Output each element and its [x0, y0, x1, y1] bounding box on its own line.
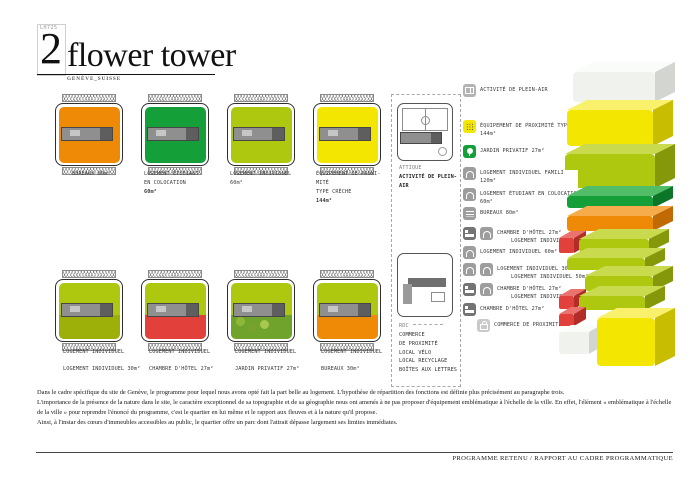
page-number: 2 [40, 24, 62, 73]
slab-logement-familiale [563, 144, 675, 190]
description-paragraph: Dans le cadre spécifique du site de Genè… [37, 389, 672, 427]
house-icon [480, 283, 493, 296]
plan-label: LOGEMENT INDIVIDUEL CHAMBRE D'HÔTEL 27m² [149, 349, 214, 372]
service-core [146, 126, 199, 141]
legend-item-creche: ÉQUIPEMENT DE PROXIMITÉ TYPE CRÈCHE 144m² [463, 120, 593, 139]
floor-plan-creche [313, 94, 381, 175]
legend-item-hotel: CHAMBRE D'HÔTEL 27m² [463, 303, 589, 316]
balcony-hatch [62, 167, 116, 175]
soccer-field [402, 108, 448, 131]
attique-label: ATTIQUE ACTIVITÉ DE PLEIN-AIR [399, 165, 458, 189]
local-box [431, 292, 445, 302]
plan-label: LOGEMENT INDIVIDUEL 60m² [230, 171, 292, 186]
round-table [438, 147, 447, 156]
plan-label: BUREAUX 80m² [72, 171, 111, 177]
bed-icon [463, 303, 476, 316]
floor-plan-bureaux [55, 94, 123, 175]
legend-item-bureaux: BUREAUX 80m² [463, 207, 589, 220]
legend-item-familiale: LOGEMENT INDIVIDUEL FAMILIALE 120m² [463, 167, 589, 186]
balcony-hatch [62, 94, 116, 102]
slab-hotel-logement [559, 286, 665, 310]
page-title: flower tower [67, 37, 236, 74]
balcony-hatch [234, 343, 288, 351]
balcony-hatch [62, 343, 116, 351]
plan-label: LOGEMENT INDIVIDUEL LOGEMENT INDIVIDUEL 3… [63, 349, 141, 372]
service-core [318, 126, 371, 141]
balcony-hatch [148, 167, 202, 175]
shopping-bag-icon [477, 319, 490, 332]
service-core [60, 302, 113, 317]
slab-hotel [559, 307, 586, 326]
plan-label: LOGEMENT INDIVIDUEL JARDIN PRIVATIF 27m² [235, 349, 300, 372]
service-core [400, 132, 442, 144]
slab-rdc-commerce [559, 308, 675, 366]
service-core [232, 302, 285, 317]
floor-plan-bureaux-30 [313, 270, 381, 351]
project-code: LH725 [40, 25, 58, 31]
floor-plan-jardin [227, 270, 295, 351]
footer-caption: PROGRAMME RETENU / RAPPORT AU CADRE PROG… [452, 455, 673, 462]
special-levels-frame: ATTIQUE ACTIVITÉ DE PLEIN-AIR RDC COMMER… [391, 94, 461, 387]
bed-icon [463, 283, 476, 296]
project-location: GENÈVE_SUISSE [67, 76, 122, 82]
slab-colocation [567, 186, 673, 208]
title-number-frame [37, 24, 66, 76]
legend-item-jardin: JARDIN PRIVATIF 27m² [463, 145, 589, 158]
legend-item-colocation: LOGEMENT ÉTUDIANT EN COLOCATION 60m² [463, 188, 589, 207]
service-core [60, 126, 113, 141]
tower-stack-3d [559, 62, 675, 366]
service-core [408, 278, 446, 287]
service-core [232, 126, 285, 141]
house-icon [480, 227, 493, 240]
legend-item-plein-air: ACTIVITÉ DE PLEIN-AIR [463, 84, 589, 97]
floor-plan-colocation [141, 94, 209, 175]
floor-plan-individuel [227, 94, 295, 175]
slab-bureaux [567, 206, 673, 231]
floor-plan-individuel-30 [55, 270, 123, 351]
house-icon [463, 263, 476, 276]
desk-icon [463, 207, 476, 220]
creche-icon [463, 120, 476, 133]
legend-item-hotel-individuel-2: CHAMBRE D'HÔTEL 27m² LOGEMENT INDIVIDUEL … [463, 283, 589, 302]
title-underline [37, 74, 215, 76]
rdc-plan [397, 253, 453, 317]
service-core [146, 302, 199, 317]
balcony-hatch [148, 343, 202, 351]
footer-rule [36, 452, 673, 453]
plan-label: LOGEMENT ÉTUDIANT EN COLOCATION 60m² [144, 171, 199, 195]
balcony-hatch [148, 270, 202, 278]
legend-item-hotel-individuel: CHAMBRE D'HÔTEL 27m² LOGEMENT INDIVIDUEL … [463, 227, 589, 246]
plan-label: ÉQUIPEMENT DE PROXI- MITÉ TYPE CRÈCHE 144… [316, 171, 381, 204]
balcony-hatch [148, 94, 202, 102]
balcony-hatch [320, 270, 374, 278]
service-core [318, 302, 371, 317]
house-icon [463, 188, 476, 201]
slab-plein-air [573, 62, 675, 102]
field-icon [463, 84, 476, 97]
ramp [403, 284, 412, 304]
legend-item-individuel-30-50: LOGEMENT INDIVIDUEL 30m² LOGEMENT INDIVID… [463, 263, 589, 282]
balcony-hatch [234, 270, 288, 278]
house-icon [480, 263, 493, 276]
plan-label: LOGEMENT INDIVIDUEL BUREAUX 30m² [321, 349, 383, 372]
balcony-hatch [320, 343, 374, 351]
house-icon [463, 167, 476, 180]
balcony-hatch [320, 94, 374, 102]
attique-plan [397, 103, 453, 161]
floor-plan-hotel [141, 270, 209, 351]
house-icon [463, 246, 476, 259]
balcony-hatch [62, 270, 116, 278]
slab-creche [567, 100, 673, 146]
garden-trees [230, 314, 292, 339]
tree-icon [463, 145, 476, 158]
balcony-hatch [234, 167, 288, 175]
legend-item-individuel-60: LOGEMENT INDIVIDUEL 60m² [463, 246, 589, 259]
balcony-hatch [320, 167, 374, 175]
bed-icon [463, 227, 476, 240]
rdc-label: RDC COMMERCE DE PROXIMITÉ LOCAL VÉLO LOC… [399, 323, 458, 374]
balcony-hatch [234, 94, 288, 102]
legend-item-commerce: COMMERCE DE PROXIMITÉ 88m² [463, 319, 603, 332]
